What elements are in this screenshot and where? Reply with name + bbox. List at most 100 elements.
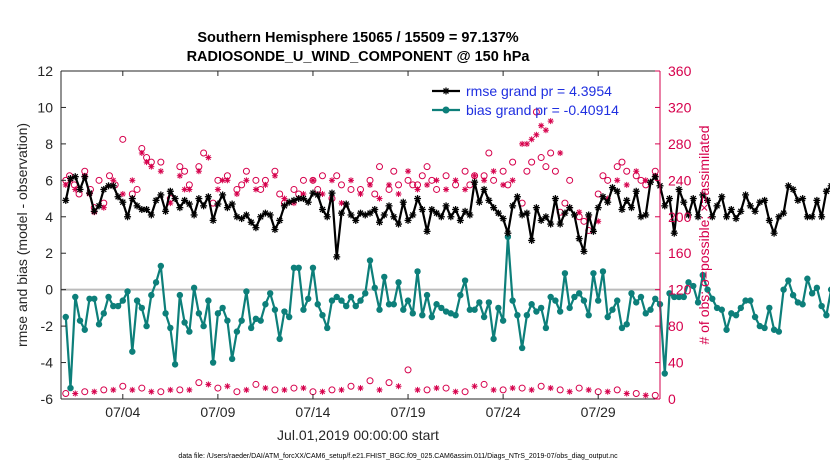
bias-point [633,299,640,306]
rmse-point [433,209,441,217]
obs_assimilated_low-marker [452,388,459,395]
x-tick-label: 07/24 [486,404,521,420]
x-tick-label: 07/19 [391,404,426,420]
obs_possible_low-marker [271,386,279,394]
bias-point [438,304,445,312]
bias-point [471,306,478,313]
obs_possible-marker [623,167,631,175]
y-tick-label-right: 320 [668,99,692,115]
obs_possible-marker [433,185,441,193]
bias-point [452,311,459,319]
bias-point [285,313,293,321]
obs_possible-marker [599,172,607,180]
rmse-point [490,204,498,212]
obs_possible-marker [547,149,555,157]
bias-point [685,279,692,286]
y-tick-label-right: 160 [668,245,692,261]
obs_assimilated-marker [219,177,226,184]
rmse-point [646,178,654,186]
bias-point [818,302,825,310]
obs_possible-marker [133,185,141,193]
rmse-point [119,198,127,206]
obs_assimilated_low-marker [623,390,630,397]
obs_assimilated-marker [633,168,640,175]
obs_possible_low-marker [385,379,393,387]
bias-point [205,297,212,304]
rmse-point [661,202,669,210]
rmse-point [694,213,702,221]
obs_assimilated_low-marker [186,386,193,393]
obs_assimilated_low-marker [205,381,212,388]
bias-point [119,297,127,304]
rmse-point [71,173,79,181]
rmse-point [190,211,198,219]
y-tick-label-left: 2 [45,245,53,261]
bias-point [319,311,326,319]
bias-point [209,359,217,366]
obs_assimilated-marker [347,177,354,184]
bias-point [742,297,749,304]
bias-point [561,270,569,277]
bias-point [181,319,188,326]
obs_assimilated-marker [414,186,421,193]
obs_possible-marker [613,163,621,171]
bias-point [324,324,331,332]
rmse-point [138,205,146,213]
obs_assimilated-marker [233,191,240,197]
legend-label-bias: bias grand pr = -0.40914 [466,102,619,118]
rmse-point [599,193,607,201]
obs_possible-marker [537,154,545,162]
obs_possible_low-marker [556,386,564,394]
bias-point [266,290,274,297]
obs_assimilated_low-marker [319,388,326,395]
obs_possible_low-marker [480,380,488,388]
bias-point [594,297,602,304]
bias-point [580,297,588,304]
obs_assimilated-marker [309,177,316,184]
bias-point [628,290,635,297]
bias-line [64,235,830,390]
bias-point [347,293,355,301]
y-tick-label-left: -6 [41,391,54,407]
bias-point [114,302,122,310]
legend-marker-rmse [442,87,450,95]
rmse-point [399,198,407,206]
bias-point [637,293,645,301]
obs_possible_low-marker [537,382,545,390]
rmse-point [604,198,612,206]
obs_assimilated-marker [386,181,393,188]
rmse-point [209,216,217,224]
rmse-point [542,213,550,221]
obs_assimilated_low-marker [281,386,288,393]
obs_assimilated-marker [328,177,335,184]
rmse-point [561,209,569,217]
rmse-point [537,216,545,224]
bias-point [813,284,821,292]
obs_possible-marker [395,181,403,189]
rmse-point [309,189,317,197]
bias-point [233,328,241,335]
bias-point [381,273,388,281]
bias-point [476,299,483,306]
bias-point [86,295,93,302]
bias-point [138,304,146,312]
obs_possible-marker [551,167,559,175]
y-tick-label-right: 240 [668,172,692,188]
bias-point [157,262,165,270]
rmse-point [532,204,540,212]
chart-title-line2: RADIOSONDE_U_WIND_COMPONENT @ 150 hPa [187,49,531,65]
obs_possible-marker [276,190,284,198]
obs_assimilated_low-marker [585,386,592,393]
obs_possible_low-marker [575,384,583,392]
obs_assimilated-marker [542,127,549,134]
rmse-point [100,185,108,193]
rmse-point [727,205,735,213]
rmse-point [228,200,236,208]
bias-point [823,311,830,319]
obs_possible-marker [181,167,189,175]
bias-point [190,284,198,292]
obs_possible_low-marker [404,366,412,374]
y-tick-label-left: 10 [37,99,53,115]
obs_assimilated-marker [281,195,288,202]
obs_assimilated-marker [500,181,507,188]
